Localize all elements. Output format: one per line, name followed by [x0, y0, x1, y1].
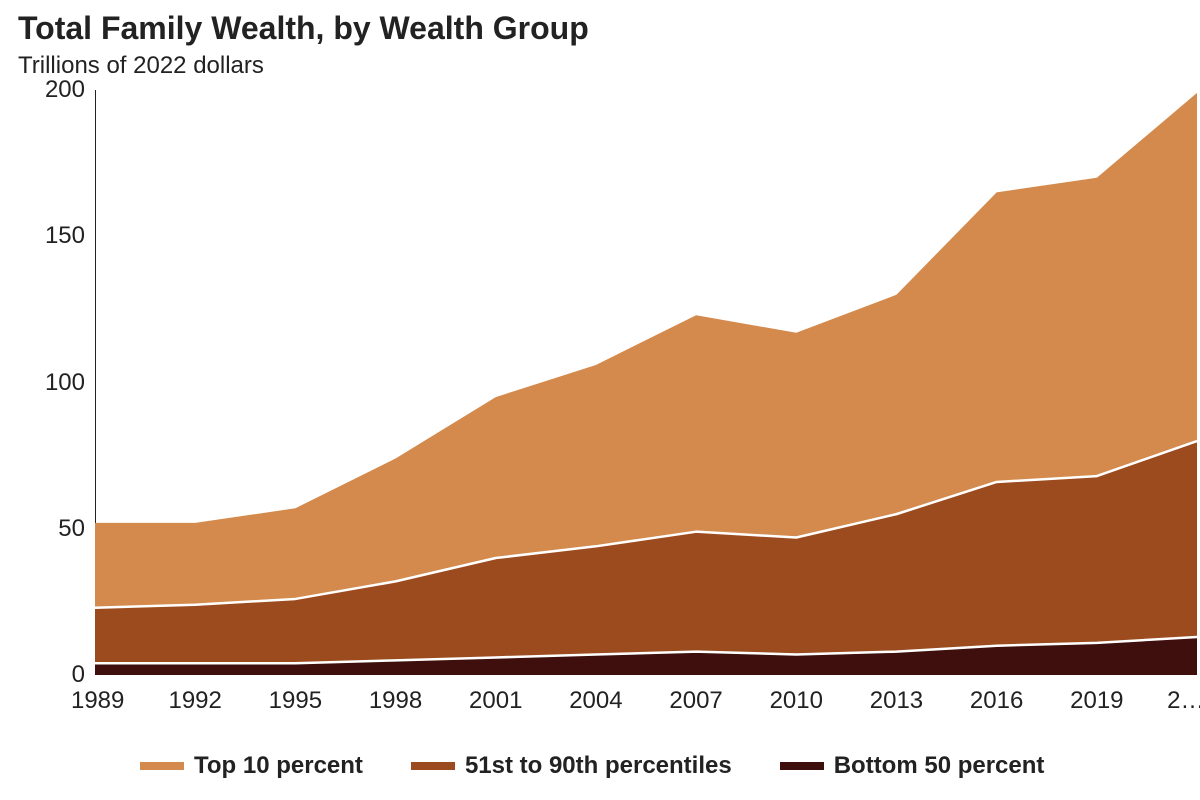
- y-tick-label: 150: [25, 222, 85, 250]
- legend-item: Bottom 50 percent: [780, 752, 1045, 780]
- x-tick-label: 2019: [1070, 687, 1123, 715]
- legend-item: 51st to 90th percentiles: [411, 752, 732, 780]
- x-tick-label: 2…: [1167, 687, 1200, 715]
- legend-swatch: [780, 762, 824, 770]
- legend: Top 10 percent 51st to 90th percentiles Bo…: [140, 752, 1044, 780]
- x-tick-label: 1992: [168, 687, 221, 715]
- legend-label: Bottom 50 percent: [834, 752, 1045, 780]
- chart-title: Total Family Wealth, by Wealth Group: [18, 10, 589, 47]
- stacked-area-plot: [95, 90, 1197, 677]
- x-tick-label: 1989: [71, 687, 124, 715]
- y-tick-label: 100: [25, 369, 85, 397]
- x-tick-label: 2016: [970, 687, 1023, 715]
- legend-item: Top 10 percent: [140, 752, 363, 780]
- x-tick-label: 2010: [770, 687, 823, 715]
- x-tick-label: 2004: [569, 687, 622, 715]
- x-tick-label: 2013: [870, 687, 923, 715]
- y-tick-label: 50: [25, 515, 85, 543]
- x-tick-label: 2001: [469, 687, 522, 715]
- legend-label: Top 10 percent: [194, 752, 363, 780]
- y-tick-label: 0: [25, 661, 85, 689]
- legend-swatch: [411, 762, 455, 770]
- legend-label: 51st to 90th percentiles: [465, 752, 732, 780]
- x-tick-label: 2007: [669, 687, 722, 715]
- legend-swatch: [140, 762, 184, 770]
- y-tick-label: 200: [25, 76, 85, 104]
- x-tick-label: 1995: [269, 687, 322, 715]
- x-tick-label: 1998: [369, 687, 422, 715]
